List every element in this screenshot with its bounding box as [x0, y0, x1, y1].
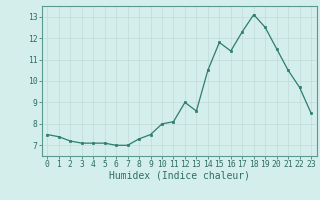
X-axis label: Humidex (Indice chaleur): Humidex (Indice chaleur): [109, 171, 250, 181]
